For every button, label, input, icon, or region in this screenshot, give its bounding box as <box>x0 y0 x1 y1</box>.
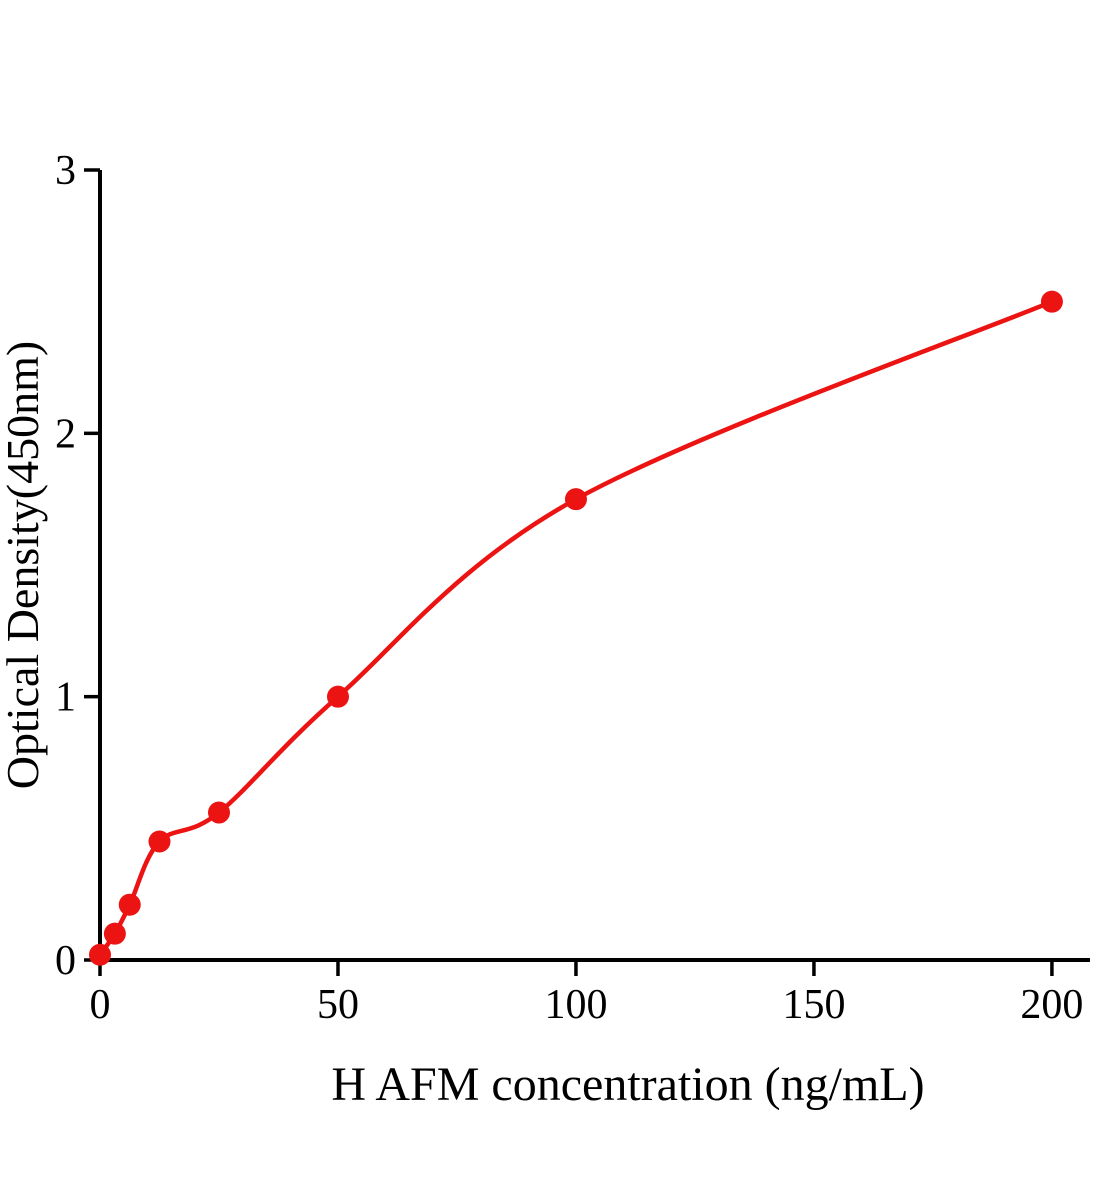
y-axis-label: Optical Density(450nm) <box>0 341 48 789</box>
data-point <box>103 922 126 945</box>
y-tick-label: 3 <box>55 148 76 194</box>
x-tick-label: 150 <box>782 982 845 1028</box>
data-point <box>207 801 230 824</box>
chart-plot-group: 0 50 100 150 200 0 1 2 3 <box>55 148 1090 1028</box>
data-point <box>326 685 349 708</box>
data-point <box>564 488 587 511</box>
y-tick-label: 0 <box>55 938 76 984</box>
x-axis-label: H AFM concentration (ng/mL) <box>331 1058 924 1111</box>
fit-curve <box>97 299 1055 957</box>
x-tick-label: 0 <box>90 982 111 1028</box>
data-point <box>118 893 141 916</box>
x-tick-label: 50 <box>317 982 359 1028</box>
data-point <box>89 943 111 966</box>
y-tick-label: 1 <box>55 675 76 721</box>
x-tick-label: 100 <box>544 982 607 1028</box>
y-tick-label: 2 <box>55 411 76 457</box>
x-tick-label: 200 <box>1020 982 1083 1028</box>
data-point <box>1040 290 1063 313</box>
data-point <box>148 830 171 853</box>
axis-lines <box>98 170 1090 962</box>
